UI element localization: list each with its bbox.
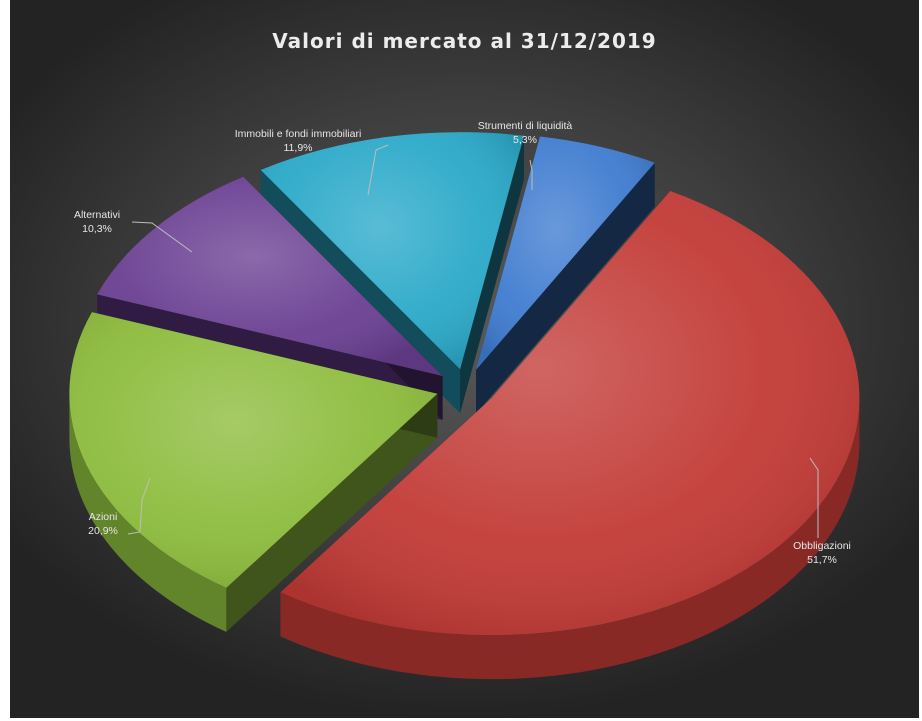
slice-value-label: 11,9% <box>284 142 313 154</box>
leader-line <box>809 457 819 538</box>
slice-label: Strumenti di liquidità <box>478 120 573 132</box>
slice-label: Alternativi <box>74 209 120 221</box>
leader-line <box>131 221 193 253</box>
pie-slice-wall <box>280 398 860 680</box>
pie-slice-highlight <box>476 136 655 370</box>
slice-value-label: 5,3% <box>513 134 537 146</box>
pie-slice-side <box>226 393 438 632</box>
slice-label: Immobili e fondi immobiliari <box>235 128 362 140</box>
chart-title: Valori di mercato al 31/12/2019 <box>272 29 657 53</box>
pie-slice-highlight <box>280 191 860 636</box>
slice-value-label: 20,9% <box>88 525 118 537</box>
pie-slice-wall <box>69 393 227 632</box>
slice-label: Azioni <box>89 511 118 523</box>
leader-line <box>367 144 389 196</box>
pie-slice-side <box>460 135 524 414</box>
slice-value-label: 51,7% <box>807 554 837 566</box>
leader-line <box>529 159 533 190</box>
leader-line <box>127 477 151 535</box>
pie-slice-side <box>476 162 655 414</box>
pie-slice-highlight <box>260 132 524 370</box>
pie-slice-highlight <box>69 312 438 588</box>
slice-value-label: 10,3% <box>82 223 112 235</box>
pie-slice-highlight <box>97 176 443 377</box>
chart-area: Valori di mercato al 31/12/2019 Strument… <box>10 0 919 718</box>
pie-chart: Strumenti di liquidità 5,3% Obbligazioni 51… <box>69 120 860 680</box>
slice-label: Obbligazioni <box>793 540 851 552</box>
